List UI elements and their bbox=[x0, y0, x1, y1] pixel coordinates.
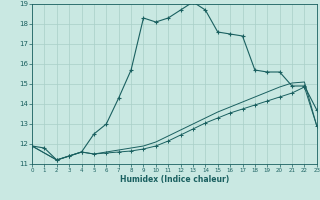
X-axis label: Humidex (Indice chaleur): Humidex (Indice chaleur) bbox=[120, 175, 229, 184]
